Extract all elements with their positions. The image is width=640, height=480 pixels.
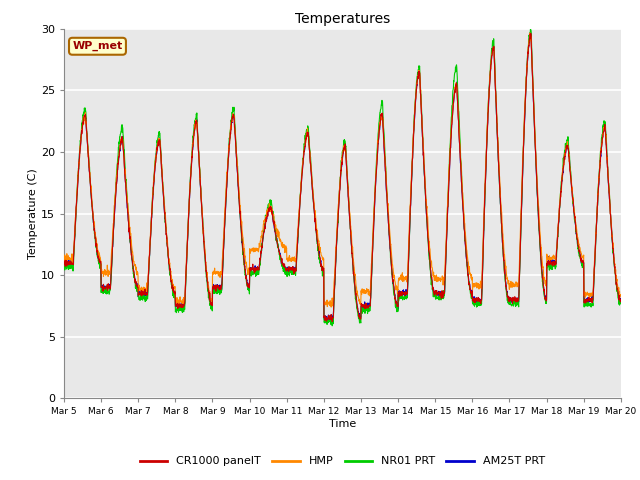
Legend: CR1000 panelT, HMP, NR01 PRT, AM25T PRT: CR1000 panelT, HMP, NR01 PRT, AM25T PRT	[135, 452, 550, 471]
X-axis label: Time: Time	[329, 419, 356, 429]
Y-axis label: Temperature (C): Temperature (C)	[28, 168, 38, 259]
Title: Temperatures: Temperatures	[295, 12, 390, 26]
Text: WP_met: WP_met	[72, 41, 123, 51]
